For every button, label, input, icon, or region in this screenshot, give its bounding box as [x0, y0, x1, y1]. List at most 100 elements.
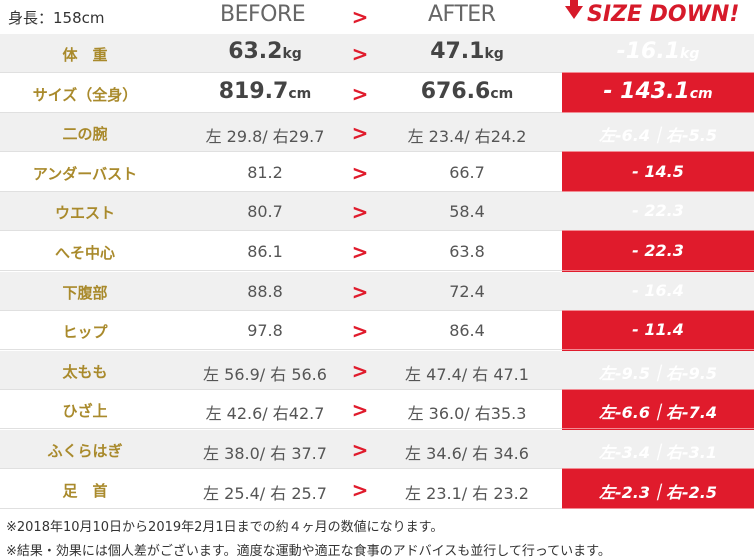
row-label: 太もも	[62, 362, 108, 381]
table-row: ヒップ 97.8 >86.4 - 11.4	[0, 311, 754, 351]
arrow-icon: >	[351, 240, 369, 264]
row-label: 体 重	[62, 46, 108, 64]
after-value: 左 34.6/ 右 34.6	[405, 444, 529, 463]
size-down-label: SIZE DOWN!	[587, 2, 740, 27]
table-row: へそ中心 86.1 >63.8 - 22.3	[0, 232, 754, 271]
before-value: 左 56.9/ 右 56.6	[203, 364, 327, 384]
difference-value: 左-3.4｜右-3.1	[599, 443, 717, 462]
difference-value: - 14.5	[632, 161, 684, 181]
arrow-icon: >	[351, 477, 369, 502]
row-divider	[0, 468, 562, 469]
row-divider	[0, 507, 562, 509]
after-value: 72.4	[449, 281, 485, 301]
after-value: 左 47.4/ 右 47.1	[405, 364, 529, 384]
row-label: アンダーバスト	[32, 164, 138, 183]
row-label: へそ中心	[54, 244, 115, 262]
row-divider	[0, 428, 562, 430]
arrow-icon: >	[351, 160, 369, 185]
difference-value: - 11.4	[632, 320, 684, 340]
before-value: 81.2	[247, 162, 283, 182]
row-divider	[0, 72, 562, 73]
row-divider	[562, 428, 754, 430]
before-value: 819.7cm	[218, 78, 312, 104]
difference-value: 左-6.6｜右-7.4	[599, 403, 717, 423]
height-label: 身長：158cm	[8, 9, 105, 27]
before-value: 97.8	[247, 321, 283, 341]
row-label: 下腹部	[62, 283, 108, 302]
row-divider	[562, 190, 754, 192]
difference-value: 左-9.5｜右-9.5	[599, 363, 717, 383]
row-divider	[0, 230, 562, 232]
row-divider	[0, 151, 562, 153]
row-divider	[0, 270, 562, 271]
arrow-icon: >	[351, 5, 369, 29]
row-divider	[562, 507, 754, 509]
before-value: 63.2kg	[228, 39, 302, 64]
unit-label: cm	[288, 85, 312, 102]
table-row: ふくらはぎ 左 38.0/ 右 37.7 > 左 34.6/ 右 34.6 左-3.4｜…	[0, 430, 754, 469]
row-divider	[562, 270, 754, 271]
difference-value: - 143.1cm	[603, 78, 713, 104]
row-divider	[562, 468, 754, 469]
after-value: 86.4	[449, 321, 485, 341]
unit-label: kg	[282, 46, 302, 62]
row-divider	[0, 309, 562, 311]
table-row: 体 重 63.2kg >47.1kg -16.1kg	[0, 34, 754, 73]
unit-label: kg	[680, 46, 700, 62]
after-value: 左 23.4/ 右24.2	[407, 127, 527, 147]
before-heading: BEFORE	[220, 2, 306, 27]
before-value: 88.8	[247, 281, 283, 301]
down-arrow-icon	[565, 0, 583, 19]
row-label: ひざ上	[62, 402, 108, 421]
unit-label: cm	[689, 85, 713, 102]
arrow-icon: >	[351, 279, 369, 304]
table-row: 太もも 左 56.9/ 右 56.6 > 左 47.4/ 右 47.1 左-9.5｜右-…	[0, 350, 754, 390]
after-value: 676.6cm	[420, 78, 514, 104]
difference-value: 左-2.3｜右-2.5	[599, 482, 717, 502]
table-row: ひざ上 左 42.6/ 右42.7 > 左 36.0/ 右35.3 左-6.6｜右-7.…	[0, 390, 754, 430]
arrow-icon: >	[351, 319, 369, 344]
row-label: 足 首	[62, 481, 108, 500]
row-divider	[0, 349, 562, 351]
arrow-icon: >	[351, 438, 369, 462]
after-value: 左 36.0/ 右35.3	[407, 404, 527, 424]
arrow-icon: >	[351, 42, 369, 66]
before-value: 86.1	[247, 242, 283, 261]
row-divider	[0, 190, 562, 192]
unit-label: kg	[484, 46, 504, 62]
table-row: サイズ（全身） 819.7cm >676.6cm - 143.1cm	[0, 74, 754, 113]
row-divider	[562, 349, 754, 351]
arrow-icon: >	[351, 121, 369, 146]
after-heading: AFTER	[428, 2, 496, 27]
row-divider	[562, 230, 754, 232]
row-label: サイズ（全身）	[32, 85, 138, 104]
difference-value: - 16.4	[632, 280, 684, 300]
row-divider	[0, 388, 562, 390]
difference-value: -16.1kg	[616, 39, 700, 64]
note-disclaimer: ※結果・効果には個人差がございます。適度な運動や適正な食事のアドバイスも並行して…	[6, 544, 611, 559]
after-value: 63.8	[449, 242, 485, 261]
before-value: 左 38.0/ 右 37.7	[203, 444, 327, 463]
before-value: 左 42.6/ 右42.7	[205, 404, 325, 424]
table-row: アンダーバスト 81.2 >66.7 - 14.5	[0, 153, 754, 192]
table-row: 足 首 左 25.4/ 右 25.7 > 左 23.1/ 右 23.2 左-2.3｜右-…	[0, 470, 754, 509]
difference-value: - 22.3	[632, 201, 684, 221]
row-label: 二の腕	[62, 125, 108, 144]
row-divider	[562, 309, 754, 311]
unit-label: cm	[490, 85, 514, 102]
difference-value: - 22.3	[632, 241, 684, 260]
before-value: 80.7	[247, 202, 283, 222]
arrow-icon: >	[351, 81, 369, 106]
arrow-icon: >	[351, 398, 369, 423]
row-divider	[0, 111, 562, 113]
after-value: 66.7	[449, 162, 485, 182]
arrow-icon: >	[351, 358, 369, 383]
row-divider	[562, 111, 754, 113]
row-divider	[562, 72, 754, 73]
arrow-icon: >	[351, 200, 369, 225]
table-row: ウエスト 80.7 >58.4 - 22.3	[0, 192, 754, 232]
note-period: ※2018年10月10日から2019年2月1日までの約４ヶ月の数値になります。	[6, 520, 444, 535]
row-label: ヒップ	[62, 323, 108, 342]
before-value: 左 29.8/ 右29.7	[205, 127, 325, 147]
after-value: 左 23.1/ 右 23.2	[405, 483, 529, 503]
